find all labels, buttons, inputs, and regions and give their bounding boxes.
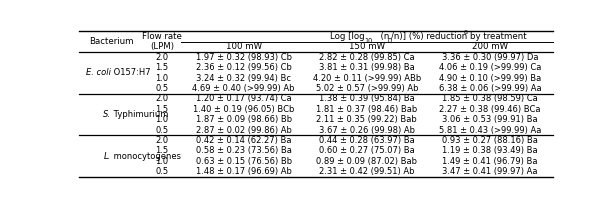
Text: O157:H7: O157:H7 — [111, 69, 151, 77]
Text: 1.38 ± 0.39 (95.84) Ba: 1.38 ± 0.39 (95.84) Ba — [319, 95, 415, 103]
Text: 10: 10 — [365, 38, 373, 44]
Text: 5.81 ± 0.43 (>99.99) Aa: 5.81 ± 0.43 (>99.99) Aa — [438, 126, 541, 135]
Text: 0.44 ± 0.28 (63.97) Ba: 0.44 ± 0.28 (63.97) Ba — [319, 136, 415, 145]
Text: 3.24 ± 0.32 (99.94) Bc: 3.24 ± 0.32 (99.94) Bc — [196, 74, 292, 83]
Text: 1.49 ± 0.41 (96.79) Ba: 1.49 ± 0.41 (96.79) Ba — [442, 157, 538, 166]
Text: 0.42 ± 0.14 (62.27) Ba: 0.42 ± 0.14 (62.27) Ba — [196, 136, 292, 145]
Text: /n)] (%) reduction by treatment: /n)] (%) reduction by treatment — [391, 32, 526, 41]
Text: 3.06 ± 0.53 (99.91) Ba: 3.06 ± 0.53 (99.91) Ba — [442, 115, 538, 124]
Text: monocytogenes: monocytogenes — [111, 152, 181, 161]
Text: 1.85 ± 0.38 (98.59) Ca: 1.85 ± 0.38 (98.59) Ca — [442, 95, 538, 103]
Text: 200 mW: 200 mW — [472, 42, 508, 52]
Text: 1.5: 1.5 — [156, 63, 169, 72]
Text: 2.27 ± 0.38 (99.46) BCa: 2.27 ± 0.38 (99.46) BCa — [439, 105, 541, 114]
Text: 0.5: 0.5 — [156, 84, 169, 93]
Text: 3.67 ± 0.26 (99.98) Ab: 3.67 ± 0.26 (99.98) Ab — [319, 126, 415, 135]
Text: 1.97 ± 0.32 (98.93) Cb: 1.97 ± 0.32 (98.93) Cb — [196, 53, 292, 62]
Text: 0: 0 — [387, 38, 391, 44]
Text: Flow rate: Flow rate — [142, 32, 182, 41]
Text: 1.20 ± 0.17 (93.74) Ca: 1.20 ± 0.17 (93.74) Ca — [196, 95, 292, 103]
Text: 3.47 ± 0.41 (99.97) Aa: 3.47 ± 0.41 (99.97) Aa — [442, 167, 538, 176]
Text: 4.90 ± 0.10 (>99.99) Ba: 4.90 ± 0.10 (>99.99) Ba — [438, 74, 541, 83]
Text: 2.11 ± 0.35 (99.22) Bab: 2.11 ± 0.35 (99.22) Bab — [316, 115, 417, 124]
Text: 0.60 ± 0.27 (75.07) Ba: 0.60 ± 0.27 (75.07) Ba — [319, 146, 415, 156]
Text: 1.5: 1.5 — [156, 105, 169, 114]
Text: 1.81 ± 0.37 (98.46) Bab: 1.81 ± 0.37 (98.46) Bab — [316, 105, 418, 114]
Text: 6.38 ± 0.06 (>99.99) Aa: 6.38 ± 0.06 (>99.99) Aa — [438, 84, 541, 93]
Text: 2.31 ± 0.42 (99.51) Ab: 2.31 ± 0.42 (99.51) Ab — [319, 167, 415, 176]
Text: 2.87 ± 0.02 (99.86) Ab: 2.87 ± 0.02 (99.86) Ab — [196, 126, 292, 135]
Text: 0.89 ± 0.09 (87.02) Bab: 0.89 ± 0.09 (87.02) Bab — [316, 157, 418, 166]
Text: 1.87 ± 0.09 (98.66) Bb: 1.87 ± 0.09 (98.66) Bb — [196, 115, 292, 124]
Text: a: a — [464, 29, 467, 35]
Text: S.: S. — [103, 110, 111, 119]
Text: Bacterium: Bacterium — [89, 37, 133, 46]
Text: Typhimurium: Typhimurium — [111, 110, 169, 119]
Text: 1.0: 1.0 — [156, 157, 169, 166]
Text: 1.5: 1.5 — [156, 146, 169, 156]
Text: 3.36 ± 0.30 (99.97) Da: 3.36 ± 0.30 (99.97) Da — [442, 53, 538, 62]
Text: 2.0: 2.0 — [156, 95, 169, 103]
Text: 100 mW: 100 mW — [226, 42, 262, 52]
Text: 1.40 ± 0.19 (96.05) BCb: 1.40 ± 0.19 (96.05) BCb — [193, 105, 295, 114]
Text: 2.36 ± 0.12 (99.56) Cb: 2.36 ± 0.12 (99.56) Cb — [196, 63, 292, 72]
Text: 0.63 ± 0.15 (76.56) Bb: 0.63 ± 0.15 (76.56) Bb — [196, 157, 292, 166]
Text: 0.93 ± 0.27 (88.16) Ba: 0.93 ± 0.27 (88.16) Ba — [442, 136, 538, 145]
Text: E. coli: E. coli — [86, 69, 111, 77]
Text: Log [log: Log [log — [330, 32, 365, 41]
Text: 150 mW: 150 mW — [349, 42, 385, 52]
Text: 0.5: 0.5 — [156, 167, 169, 176]
Text: 3.81 ± 0.31 (99.98) Ba: 3.81 ± 0.31 (99.98) Ba — [319, 63, 415, 72]
Text: 1.0: 1.0 — [156, 74, 169, 83]
Text: (LPM): (LPM) — [150, 42, 174, 52]
Text: 1.19 ± 0.38 (93.49) Ba: 1.19 ± 0.38 (93.49) Ba — [442, 146, 538, 156]
Text: 4.20 ± 0.11 (>99.99) ABb: 4.20 ± 0.11 (>99.99) ABb — [312, 74, 421, 83]
Text: 0.5: 0.5 — [156, 126, 169, 135]
Text: 5.02 ± 0.57 (>99.99) Ab: 5.02 ± 0.57 (>99.99) Ab — [315, 84, 418, 93]
Text: L.: L. — [104, 152, 111, 161]
Text: 1.0: 1.0 — [156, 115, 169, 124]
Text: 2.0: 2.0 — [156, 53, 169, 62]
Text: 4.06 ± 0.19 (>99.99) Ca: 4.06 ± 0.19 (>99.99) Ca — [438, 63, 541, 72]
Text: 2.82 ± 0.28 (99.85) Ca: 2.82 ± 0.28 (99.85) Ca — [319, 53, 415, 62]
Text: 4.69 ± 0.40 (>99.99) Ab: 4.69 ± 0.40 (>99.99) Ab — [192, 84, 295, 93]
Text: 0.58 ± 0.23 (73.56) Ba: 0.58 ± 0.23 (73.56) Ba — [196, 146, 292, 156]
Text: 1.48 ± 0.17 (96.69) Ab: 1.48 ± 0.17 (96.69) Ab — [196, 167, 292, 176]
Text: (n: (n — [375, 32, 389, 41]
Text: 2.0: 2.0 — [156, 136, 169, 145]
